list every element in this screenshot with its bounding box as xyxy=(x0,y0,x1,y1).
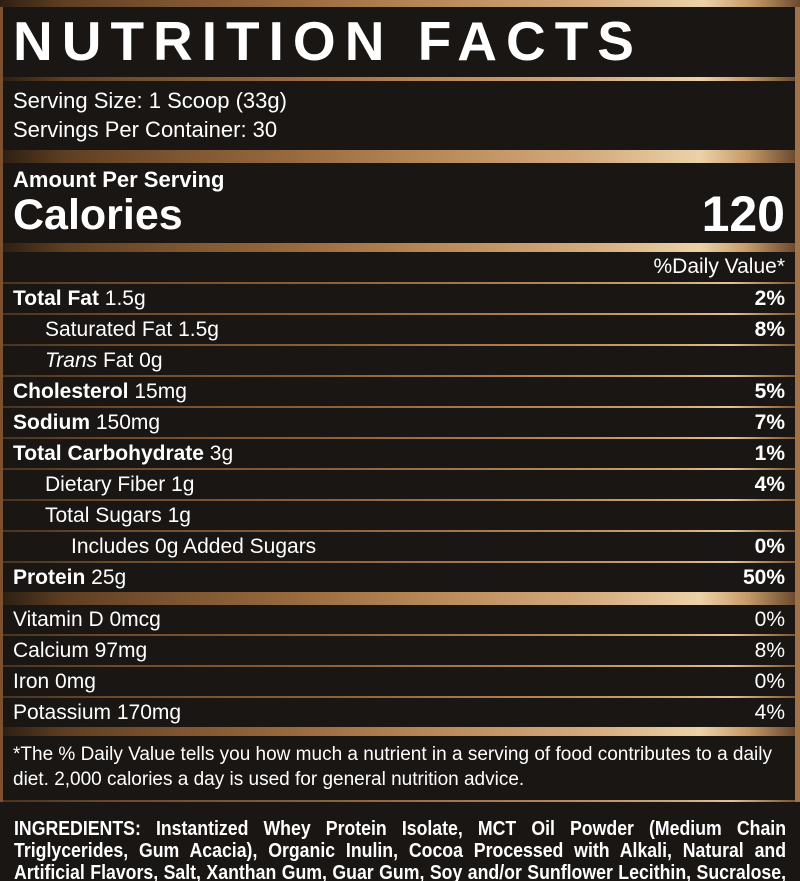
divider xyxy=(3,561,795,563)
divider xyxy=(3,800,795,802)
nutrient-row-trans-fat: Trans Fat 0g xyxy=(3,346,795,375)
nutrient-dv: 50% xyxy=(742,565,785,589)
nutrient-row-total-fat: Total Fat 1.5g 2% xyxy=(3,284,795,313)
vitamin-dv: 0% xyxy=(754,669,785,693)
divider xyxy=(3,344,795,346)
divider xyxy=(3,665,795,667)
nutrient-row-dietary-fiber: Dietary Fiber 1g 4% xyxy=(3,470,795,499)
divider xyxy=(3,375,795,377)
divider xyxy=(3,150,795,163)
divider xyxy=(3,313,795,315)
divider xyxy=(3,696,795,698)
nutrient-row-added-sugars: Includes 0g Added Sugars 0% xyxy=(3,532,795,561)
vitamin-name: Calcium 97mg xyxy=(13,638,148,662)
ingredients-section: INGREDIENTS: Instantized Whey Protein Is… xyxy=(0,802,800,881)
vitamin-row-calcium: Calcium 97mg 8% xyxy=(3,636,795,665)
page-title: NUTRITION FACTS xyxy=(13,10,643,72)
daily-value-footnote: *The % Daily Value tells you how much a … xyxy=(13,744,772,790)
amount-per-serving-label: Amount Per Serving xyxy=(13,167,225,192)
divider xyxy=(3,243,795,252)
calories-block: Amount Per Serving Calories 120 xyxy=(3,163,795,243)
nutrient-amount: 3g xyxy=(203,441,234,465)
nutrient-row-total-carbohydrate: Total Carbohydrate 3g 1% xyxy=(13,441,785,465)
vitamin-name: Iron 0mg xyxy=(13,669,96,693)
serving-size: Serving Size: 1 Scoop (33g) xyxy=(13,88,287,113)
top-copper-bar xyxy=(0,0,800,7)
servings-per-container: Servings Per Container: 30 xyxy=(13,117,278,142)
daily-value-header: %Daily Value* xyxy=(653,255,785,278)
divider xyxy=(3,282,795,284)
nutrient-row-cholesterol: Cholesterol 15mg 5% xyxy=(13,379,785,403)
divider xyxy=(3,727,795,736)
divider xyxy=(3,530,795,532)
vitamin-row-iron: Iron 0mg 0% xyxy=(3,667,795,696)
nutrient-dv: 4% xyxy=(754,472,785,496)
nutrient-amount: Fat 0g xyxy=(97,348,163,372)
vitamin-dv: 4% xyxy=(754,700,785,724)
nutrient-dv: 7% xyxy=(754,410,785,434)
divider xyxy=(3,468,795,470)
nutrient-dv: 8% xyxy=(754,317,785,341)
vitamin-row-vitamin-d: Vitamin D 0mcg 0% xyxy=(3,605,795,634)
divider xyxy=(3,437,795,439)
vitamin-row-potassium: Potassium 170mg 4% xyxy=(3,698,795,727)
nutrient-dv: 5% xyxy=(754,379,785,403)
nutrient-amount: Total Sugars 1g xyxy=(45,503,191,527)
vitamin-name: Potassium 170mg xyxy=(13,700,182,724)
nutrient-dv: 0% xyxy=(754,534,785,558)
nutrient-row-protein: Protein 25g 50% xyxy=(13,565,785,589)
nutrient-row-sodium: Sodium 150mg 7% xyxy=(13,410,785,434)
serving-block: Serving Size: 1 Scoop (33g) Servings Per… xyxy=(3,81,795,150)
nutrient-amount: Includes 0g Added Sugars xyxy=(71,534,317,558)
header-block: NUTRITION FACTS xyxy=(3,7,795,77)
divider xyxy=(3,406,795,408)
vitamin-dv: 8% xyxy=(754,638,785,662)
nutrient-row-saturated-fat: Saturated Fat 1.5g 8% xyxy=(3,315,795,344)
divider xyxy=(3,499,795,501)
ingredients-text: Instantized Whey Protein Isolate, MCT Oi… xyxy=(14,818,787,881)
nutrient-dv: 1% xyxy=(754,441,785,465)
divider xyxy=(3,634,795,636)
nutrient-amount: Dietary Fiber 1g xyxy=(45,472,195,496)
divider xyxy=(3,77,795,81)
nutrient-amount: 25g xyxy=(85,565,127,589)
vitamin-dv: 0% xyxy=(754,607,785,631)
nutrient-name: Total Fat xyxy=(13,286,99,310)
nutrient-amount: 1.5g xyxy=(98,286,146,310)
nutrient-amount: 150mg xyxy=(90,410,161,434)
vitamin-name: Vitamin D 0mcg xyxy=(13,607,161,631)
calories-value: 120 xyxy=(701,186,785,242)
nutrient-row-total-sugars: Total Sugars 1g xyxy=(3,501,795,530)
calories-label: Calories xyxy=(13,191,183,239)
divider xyxy=(3,592,795,605)
trans-italic: Trans xyxy=(45,348,98,372)
nutrient-dv: 2% xyxy=(754,286,785,310)
label-frame: NUTRITION FACTS Serving Size: 1 Scoop (3… xyxy=(0,7,800,802)
ingredients-label: INGREDIENTS: xyxy=(14,818,141,840)
nutrient-amount: Saturated Fat 1.5g xyxy=(45,317,219,341)
nutrient-amount: 15mg xyxy=(128,379,187,403)
